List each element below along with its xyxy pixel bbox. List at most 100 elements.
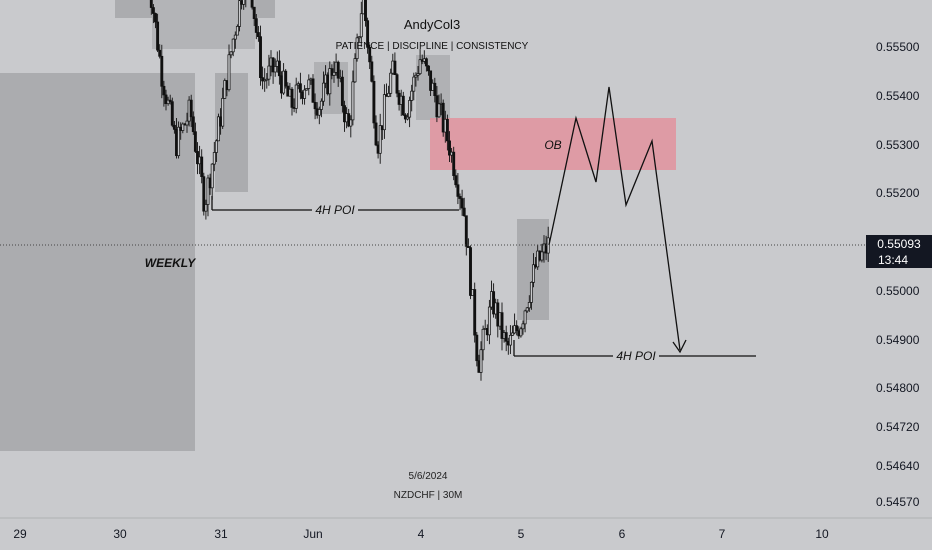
candle-body — [508, 334, 512, 346]
candle-body — [366, 20, 370, 48]
candle-body — [401, 95, 405, 116]
candle-body — [466, 245, 470, 248]
candle-body — [170, 101, 174, 126]
candle-body — [261, 77, 265, 82]
candle-body — [305, 88, 309, 91]
projection-arrowhead — [672, 339, 687, 354]
price-tick-label: 0.54900 — [876, 333, 920, 347]
price-tick-label: 0.54640 — [876, 459, 920, 473]
candle-body — [374, 122, 378, 146]
candle-body — [158, 49, 162, 57]
candle-body — [452, 151, 456, 176]
time-tick-label: 4 — [418, 527, 425, 541]
candle-body — [475, 334, 479, 362]
candle-body — [319, 100, 323, 110]
candle-body — [353, 58, 357, 83]
candle-body — [529, 281, 533, 303]
candle-body — [393, 60, 397, 76]
candle-body — [164, 94, 168, 105]
candle-body — [519, 328, 523, 337]
candle-body — [252, 6, 256, 19]
candle-body — [210, 163, 214, 189]
candle-body — [368, 46, 372, 63]
poi-lower-label-bg — [613, 349, 659, 363]
candle-body — [427, 65, 430, 72]
candle-body — [540, 251, 544, 261]
price-tick-label: 0.55300 — [876, 138, 920, 152]
price-axis-bg — [866, 0, 932, 550]
candle-body — [521, 323, 525, 330]
ob-zone[interactable] — [430, 118, 676, 170]
candle-body — [389, 72, 393, 94]
candle-body — [416, 73, 420, 76]
candle-body — [322, 82, 325, 102]
candle-body — [340, 76, 344, 106]
footer-watermark: 5/6/2024 NZDCHF | 30M — [394, 471, 463, 501]
candle-body — [235, 26, 239, 36]
candle-body — [263, 79, 267, 82]
candle-body — [460, 198, 464, 209]
candle-body — [200, 156, 204, 177]
candle-body — [414, 74, 418, 78]
projection-path[interactable] — [548, 86, 681, 351]
candle-body — [332, 72, 336, 76]
candle-body — [429, 70, 433, 91]
candle-body — [181, 123, 185, 131]
price-tag-countdown: 13:44 — [878, 253, 908, 267]
candle-body — [406, 116, 409, 120]
candle-body — [464, 215, 468, 247]
candle-body — [349, 119, 353, 127]
candle-body — [204, 204, 208, 212]
candle-body — [395, 74, 399, 94]
candle-body — [160, 55, 164, 87]
time-axis[interactable]: 29 30 31 Jun 4 5 6 7 10 — [0, 517, 932, 550]
candle-body — [177, 126, 181, 157]
candle-body — [355, 37, 359, 59]
candle-body — [298, 83, 302, 93]
price-tick-label: 0.55400 — [876, 89, 920, 103]
candle-body — [311, 78, 315, 103]
candle-body — [154, 13, 157, 23]
price-tick-label: 0.54800 — [876, 381, 920, 395]
candle-body — [515, 325, 519, 332]
candle-body — [370, 61, 374, 82]
current-price-tag[interactable]: 0.55093 13:44 — [866, 235, 932, 268]
candles-layer — [149, 0, 550, 381]
candle-body — [206, 177, 210, 205]
poi-upper-label[interactable]: 4H POI — [315, 203, 355, 217]
candle-body — [336, 61, 340, 79]
weekly-zone[interactable] — [0, 73, 195, 451]
demand-zone-31[interactable] — [215, 73, 248, 192]
candle-body — [273, 66, 277, 73]
time-tick-label: 29 — [13, 527, 27, 541]
candle-body — [364, 0, 367, 22]
candle-body — [307, 79, 311, 89]
ob-label[interactable]: OB — [544, 138, 561, 152]
candle-body — [479, 349, 483, 373]
price-tick-label: 0.54720 — [876, 420, 920, 434]
price-axis[interactable]: 0.55500 0.55400 0.55300 0.55200 0.55000 0.549… — [866, 0, 932, 550]
candle-body — [193, 131, 197, 152]
candle-body — [151, 7, 155, 14]
candle-body — [233, 34, 237, 40]
candle-body — [511, 332, 514, 336]
poi-lower-label[interactable]: 4H POI — [616, 349, 656, 363]
time-tick-label: 6 — [619, 527, 626, 541]
candle-body — [303, 89, 307, 99]
candle-body — [328, 68, 332, 95]
candle-body — [532, 264, 535, 283]
candle-body — [317, 109, 321, 116]
author-name: AndyCol3 — [404, 17, 460, 32]
chart-symbol: NZDCHF | 30M — [394, 490, 463, 501]
candle-body — [359, 13, 363, 38]
candle-body — [217, 116, 220, 142]
price-tag-bg — [866, 235, 932, 268]
candle-body — [424, 58, 428, 67]
candle-body — [267, 65, 271, 80]
price-tick-label: 0.55500 — [876, 40, 920, 54]
weekly-label[interactable]: WEEKLY — [145, 256, 196, 270]
candle-body — [437, 103, 441, 118]
candle-body — [256, 32, 260, 38]
candle-body — [168, 99, 172, 103]
